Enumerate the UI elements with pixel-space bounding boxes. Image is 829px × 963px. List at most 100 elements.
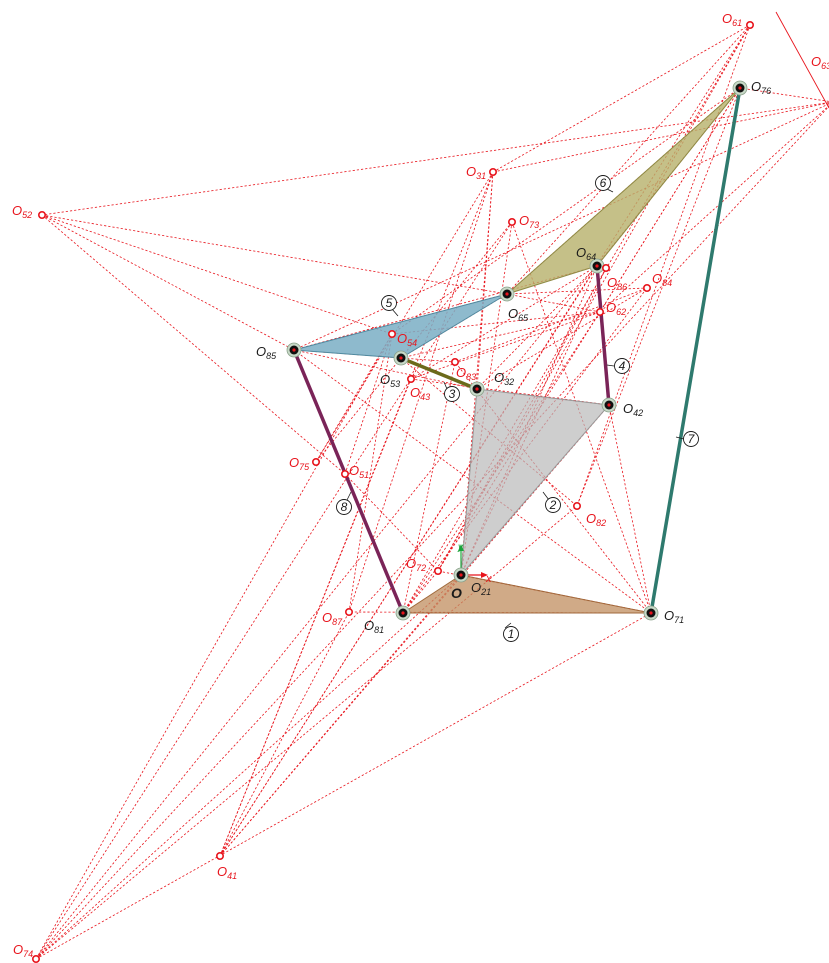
link-3-number: 3: [449, 387, 456, 401]
link-6-number-circle: [595, 175, 611, 191]
ic-o41-marker: [216, 851, 225, 860]
link-2-triangle: [460, 388, 610, 577]
construction-line-o83-o84: [454, 287, 648, 363]
construction-line-o61-o65: [506, 24, 751, 295]
construction-line-o63-o62: [599, 105, 829, 313]
construction-line-o73-o75: [315, 221, 513, 463]
origin-label: O: [451, 585, 462, 601]
construction-line-o76-o82: [576, 87, 741, 507]
label-o52: O52: [12, 203, 32, 220]
label-o85: O85: [256, 344, 277, 361]
label-o32: O32: [494, 370, 514, 387]
label-o73: O73: [519, 213, 539, 230]
link-6-number: 6: [600, 176, 607, 190]
link-7-number: 7: [688, 432, 696, 446]
construction-line-o42-o71: [608, 404, 652, 614]
construction-line-o81-o62: [402, 311, 601, 614]
joint-o42-center: [607, 403, 611, 407]
ic-o62-marker: [595, 307, 604, 316]
joint-o21-center: [459, 573, 463, 577]
label-o75: O75: [289, 455, 310, 472]
joint-o53-center: [399, 356, 403, 360]
joint-o65-center: [505, 292, 509, 296]
link-8-bar: [292, 349, 405, 614]
y-axis-arrowhead: [458, 544, 464, 551]
construction-line-o51-o72: [344, 473, 439, 572]
construction-line-o31-o87: [348, 171, 494, 613]
label-o21: O21: [471, 580, 491, 597]
construction-line-o32-o84: [476, 287, 648, 390]
link-7-number-leader: [675, 436, 685, 440]
link-2-number-leader: [542, 491, 550, 501]
construction-line-o41-o21: [219, 574, 462, 857]
label-o53: O53: [380, 372, 400, 389]
construction-line-o65-o62: [506, 293, 601, 313]
origin-axes: x y O: [451, 542, 492, 601]
x-axis-label: x: [485, 573, 492, 585]
construction-line-o74-o54: [35, 333, 393, 960]
label-o42: O42: [623, 401, 643, 418]
construction-line-o74-o21: [35, 574, 462, 960]
ic-o83-marker: [450, 357, 459, 366]
ic-o51-marker: [340, 469, 349, 478]
link-4-number: 4: [619, 359, 626, 373]
label-o86: O86: [607, 275, 627, 292]
label-o87: O87: [322, 610, 343, 627]
ic-o73-marker: [507, 218, 516, 227]
label-o64: O64: [576, 245, 596, 262]
construction-line-o61-o31: [492, 24, 751, 173]
ic-o54-marker: [387, 329, 396, 338]
link-6-number-leader: [606, 188, 614, 193]
construction-line-o41-o64: [219, 265, 598, 857]
link-3-number-leader: [443, 381, 448, 390]
link-5-number-leader: [391, 308, 399, 317]
construction-line-o63-o76: [739, 87, 829, 102]
construction-line-o63-o52: [41, 102, 829, 216]
ic-o31-marker: [488, 168, 497, 177]
link-3-bar: [400, 356, 478, 391]
link-8-number-circle: [336, 499, 352, 515]
construction-line-o52-o51: [41, 214, 346, 475]
label-o65: O65: [508, 306, 529, 323]
joint-o85-center: [292, 348, 296, 352]
link-4-bar: [595, 265, 611, 406]
label-o76: O76: [751, 79, 771, 96]
construction-line-o41-o87: [219, 611, 350, 857]
label-o51: O51: [349, 463, 369, 480]
joint-o81-center: [401, 611, 405, 615]
mechanism-links: [292, 87, 742, 614]
construction-line-o74-o71: [35, 612, 652, 960]
joint-o76-center: [738, 86, 742, 90]
label-o31: O31: [466, 164, 486, 181]
construction-line-o31-o75: [315, 171, 494, 463]
link-5-triangle: [293, 293, 508, 359]
joint-markers: [286, 80, 748, 621]
link-1-number-circle: [503, 626, 519, 642]
construction-line-o43-o64: [410, 265, 598, 380]
construction-line-o53-o62: [400, 311, 601, 359]
o63-boundary-line: [775, 11, 829, 109]
construction-line-o32-o64: [476, 265, 598, 390]
construction-line-o63-o31: [492, 102, 829, 173]
label-o61: O61: [722, 11, 742, 28]
label-o43: O43: [410, 385, 430, 402]
label-o72: O72: [406, 556, 426, 573]
joint-o64-center: [595, 264, 599, 268]
link-4-number-circle: [614, 358, 630, 374]
y-axis-label: y: [457, 542, 464, 553]
construction-line-o31-o32: [476, 171, 494, 390]
construction-line-o81-o72: [402, 570, 439, 614]
ic-o43-marker: [406, 374, 415, 383]
construction-line-o63-o74: [35, 105, 829, 960]
link-1-number-leader: [504, 622, 512, 629]
construction-line-o74-o82: [35, 505, 578, 960]
construction-line-o51-o54: [344, 333, 393, 475]
link-5-number: 5: [386, 296, 393, 310]
joint-o32-center: [475, 387, 479, 391]
label-o74: O74: [13, 942, 33, 959]
link-number-labels: 1 2 3 4 5 6 7 8: [336, 175, 699, 642]
ic-o82-marker: [572, 501, 581, 510]
ic-o52-marker: [37, 211, 46, 220]
label-o62: O62: [606, 300, 626, 317]
